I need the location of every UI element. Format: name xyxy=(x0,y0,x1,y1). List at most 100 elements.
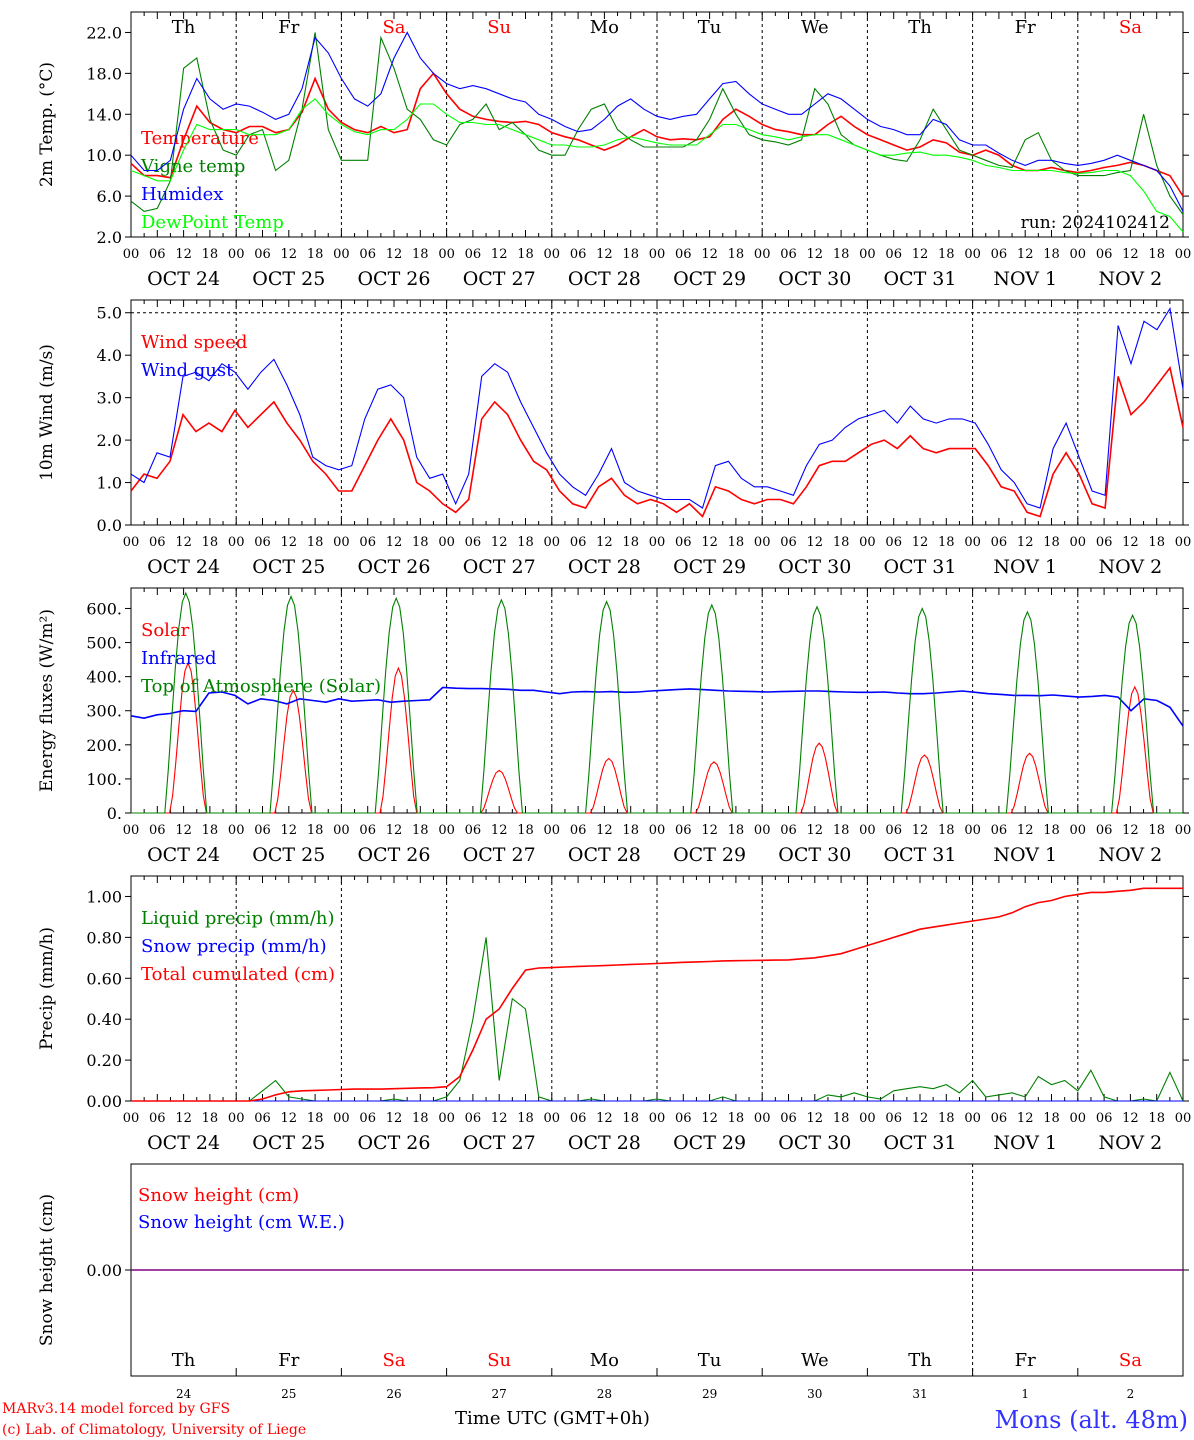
hour-tick-label: 06 xyxy=(570,1111,587,1126)
y-tick-label: 2.0 xyxy=(97,431,122,450)
hour-tick-label: 00 xyxy=(649,823,666,838)
hour-tick-label: 18 xyxy=(1043,535,1060,550)
hour-tick-label: 12 xyxy=(175,535,192,550)
weekday-label: Sa xyxy=(1119,1350,1142,1371)
hour-tick-label: 06 xyxy=(465,247,482,262)
hour-tick-label: 00 xyxy=(1175,535,1192,550)
y-tick-label: 600. xyxy=(86,599,122,618)
hour-tick-label: 06 xyxy=(675,823,692,838)
hour-tick-label: 12 xyxy=(1122,823,1139,838)
day-label: NOV 2 xyxy=(1099,556,1163,578)
hour-tick-label: 18 xyxy=(833,823,850,838)
hour-tick-label: 12 xyxy=(912,247,929,262)
hour-tick-label: 06 xyxy=(1096,823,1113,838)
panel-3: Energy fluxes (W/m²) 600. 500. 400. 300. 200.… xyxy=(37,587,1191,866)
legend-entry: DewPoint Temp xyxy=(141,212,284,233)
day-label: NOV 1 xyxy=(993,268,1057,290)
y-tick-label: 200. xyxy=(86,736,122,755)
y-axis-label: 2m Temp. (°C) xyxy=(37,62,57,187)
legend-entry: Liquid precip (mm/h) xyxy=(141,908,335,929)
y-tick-label: 300. xyxy=(86,702,122,721)
y-tick-label: 6.0 xyxy=(97,187,122,206)
weekday-label: Th xyxy=(908,17,932,38)
hour-tick-label: 18 xyxy=(412,823,429,838)
y-tick-label: 0.40 xyxy=(86,1010,122,1029)
hour-tick-label: 18 xyxy=(307,535,324,550)
weekday-label: Su xyxy=(487,1350,511,1371)
hour-tick-label: 18 xyxy=(833,247,850,262)
hour-tick-label: 18 xyxy=(412,535,429,550)
hour-tick-label: 00 xyxy=(544,535,561,550)
hour-tick-label: 00 xyxy=(438,823,455,838)
hour-tick-label: 06 xyxy=(359,823,376,838)
hour-tick-label: 06 xyxy=(570,247,587,262)
hour-tick-label: 00 xyxy=(123,535,140,550)
hour-tick-label: 12 xyxy=(281,535,298,550)
panel-2: 10m Wind (m/s)5.04.03.02.01.00.000 06 12 18… xyxy=(37,299,1192,578)
y-tick-label: 100. xyxy=(86,770,122,789)
weekday-label: Fr xyxy=(278,17,299,38)
hour-tick-label: 12 xyxy=(491,823,508,838)
day-label: OCT 27 xyxy=(463,844,536,866)
legend-entry: Temperature xyxy=(141,128,259,149)
day-label: OCT 28 xyxy=(568,1132,641,1154)
weekday-label: Fr xyxy=(278,1350,299,1371)
hour-tick-label: 12 xyxy=(701,823,718,838)
hour-tick-label: 00 xyxy=(859,535,876,550)
hour-tick-label: 00 xyxy=(228,535,245,550)
series-line-3 xyxy=(131,591,1183,814)
y-tick-label: 0.0 xyxy=(97,516,122,535)
hour-tick-label: 00 xyxy=(1175,1111,1192,1126)
hour-tick-label: 00 xyxy=(1070,823,1087,838)
hour-tick-label: 18 xyxy=(728,247,745,262)
hour-tick-label: 00 xyxy=(544,247,561,262)
day-label: NOV 2 xyxy=(1099,844,1163,866)
hour-tick-label: 06 xyxy=(254,247,271,262)
legend-entry: Snow height (cm W.E.) xyxy=(138,1212,345,1233)
hour-tick-label: 06 xyxy=(885,247,902,262)
weekday-label: Tu xyxy=(698,1350,722,1371)
hour-tick-label: 12 xyxy=(1122,535,1139,550)
hour-tick-label: 18 xyxy=(622,535,639,550)
series-line-1 xyxy=(130,366,1184,518)
y-tick-label: 1.00 xyxy=(86,887,122,906)
series-line-2 xyxy=(130,32,1184,215)
hour-tick-label: 06 xyxy=(780,535,797,550)
hour-tick-label: 12 xyxy=(596,823,613,838)
hour-tick-label: 06 xyxy=(1096,535,1113,550)
hour-tick-label: 12 xyxy=(1122,247,1139,262)
weekday-label: Mo xyxy=(590,1350,619,1371)
hour-tick-label: 06 xyxy=(149,1111,166,1126)
day-label: OCT 25 xyxy=(252,268,325,290)
hour-tick-label: 12 xyxy=(701,1111,718,1126)
hour-tick-label: 18 xyxy=(307,823,324,838)
date-number: 30 xyxy=(807,1387,822,1401)
hour-tick-label: 12 xyxy=(912,1111,929,1126)
hour-tick-label: 12 xyxy=(807,823,824,838)
y-axis-label: Energy fluxes (W/m²) xyxy=(37,609,57,792)
hour-tick-label: 18 xyxy=(1043,1111,1060,1126)
hour-tick-label: 12 xyxy=(807,247,824,262)
panel-1: 2m Temp. (°C)22.018.014.010.06.02.000 06 1… xyxy=(37,11,1191,290)
hour-tick-label: 00 xyxy=(964,247,981,262)
panel-frame xyxy=(130,11,1184,238)
hour-tick-label: 00 xyxy=(438,247,455,262)
footer-lab: (c) Lab. of Climatology, University of L… xyxy=(2,1422,306,1438)
hour-tick-label: 18 xyxy=(1148,1111,1165,1126)
y-tick-label: 14.0 xyxy=(86,105,122,124)
hour-tick-label: 06 xyxy=(359,1111,376,1126)
hour-tick-label: 12 xyxy=(175,1111,192,1126)
hour-tick-label: 06 xyxy=(149,823,166,838)
series-line-3 xyxy=(131,887,1183,1102)
hour-tick-label: 12 xyxy=(386,535,403,550)
day-label: OCT 26 xyxy=(357,1132,430,1154)
hour-tick-label: 12 xyxy=(281,823,298,838)
day-label: OCT 26 xyxy=(357,844,430,866)
day-label: OCT 29 xyxy=(673,268,746,290)
series-line-2 xyxy=(130,306,1184,509)
date-number: 25 xyxy=(281,1387,296,1401)
hour-tick-label: 12 xyxy=(596,247,613,262)
day-label: OCT 25 xyxy=(252,1132,325,1154)
